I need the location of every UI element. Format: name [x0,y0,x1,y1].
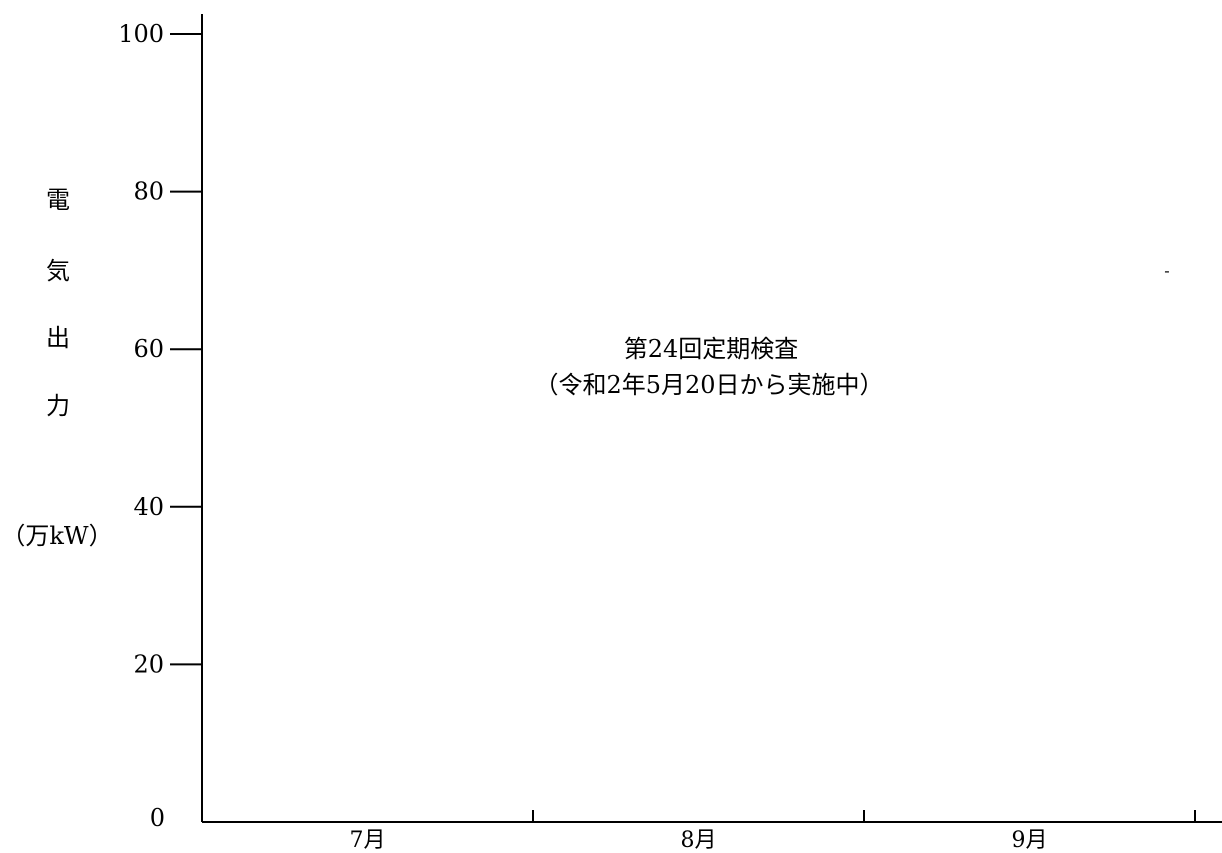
y-tick-label-40: 40 [133,493,164,521]
stray-dash-mark: - [1164,261,1169,280]
y-tick-label-100: 100 [118,20,164,48]
x-tick-label-3: 9月 [1012,828,1048,853]
y-axis-label-char-1: 電 [46,186,70,214]
annotation-line-2: （令和2年5月20日から実施中） [534,371,883,399]
y-tick-label-20: 20 [133,650,164,678]
y-tick-label-0: 0 [150,804,165,832]
y-axis-label: 電 気 出 力 （万kW） [1,186,112,550]
y-axis-label-char-4: 力 [46,392,70,420]
x-tick-label-2: 8月 [681,828,717,853]
x-axis-ticks: 7月 8月 9月 [350,810,1196,853]
y-tick-label-60: 60 [133,335,164,363]
inspection-annotation: 第24回定期検査 （令和2年5月20日から実施中） [534,335,883,399]
y-axis-label-char-3: 出 [46,324,70,352]
x-tick-label-1: 7月 [350,828,386,853]
y-axis-unit-label: （万kW） [1,522,112,550]
y-tick-label-80: 80 [133,178,164,206]
annotation-line-1: 第24回定期検査 [624,335,799,363]
y-axis-ticks: 0 20 40 60 80 100 [118,20,202,832]
y-axis-label-char-2: 気 [46,257,70,285]
